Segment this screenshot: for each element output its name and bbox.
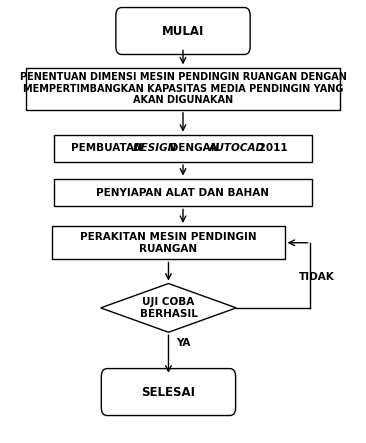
FancyBboxPatch shape [101, 369, 236, 416]
Bar [52, 226, 285, 260]
Text: PENENTUAN DIMENSI MESIN PENDINGIN RUANGAN DENGAN
MEMPERTIMBANGKAN KAPASITAS MEDI: PENENTUAN DIMENSI MESIN PENDINGIN RUANGA… [19, 72, 347, 105]
FancyBboxPatch shape [116, 8, 250, 54]
Text: PENYIAPAN ALAT DAN BAHAN: PENYIAPAN ALAT DAN BAHAN [97, 188, 269, 198]
Text: DESIGN: DESIGN [132, 144, 177, 153]
Text: 2011: 2011 [255, 144, 288, 153]
Text: SELESAI: SELESAI [142, 385, 195, 399]
Text: YA: YA [176, 338, 190, 348]
Text: DENGAN: DENGAN [166, 144, 223, 153]
Text: MULAI: MULAI [162, 24, 204, 38]
Bar [54, 179, 312, 206]
Text: AUTOCAD: AUTOCAD [209, 144, 265, 153]
Text: PEMBUATAN: PEMBUATAN [71, 144, 147, 153]
Text: TIDAK: TIDAK [299, 272, 335, 282]
Bar [26, 68, 340, 110]
Bar [54, 135, 312, 162]
Text: PERAKITAN MESIN PENDINGIN
RUANGAN: PERAKITAN MESIN PENDINGIN RUANGAN [80, 232, 257, 253]
Text: UJI COBA
BERHASIL: UJI COBA BERHASIL [139, 297, 197, 319]
Polygon shape [101, 284, 236, 332]
